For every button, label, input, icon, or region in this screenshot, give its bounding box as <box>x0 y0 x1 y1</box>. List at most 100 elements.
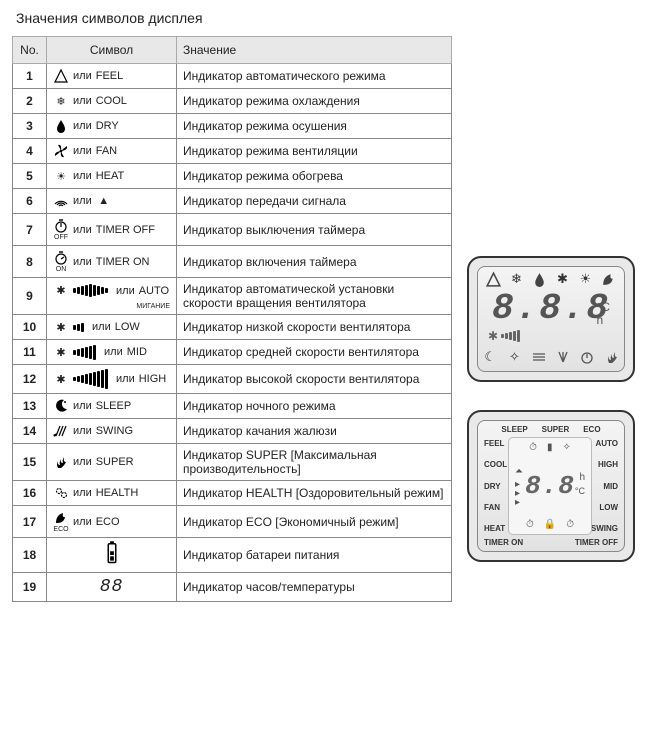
eco-icon <box>53 510 69 526</box>
sym-label: HEAT <box>96 170 125 182</box>
sym-label: TIMER ON <box>96 256 150 268</box>
dry-icon <box>531 271 548 287</box>
sym-label: LOW <box>115 321 140 333</box>
signal-icon: ⏶ <box>515 466 523 477</box>
table-row: 7 OFF или TIMER OFF Индикатор выключения… <box>13 214 452 246</box>
cool-icon: ❄ <box>508 271 525 287</box>
table-row: 4 или FAN Индикатор режима вентиляции <box>13 139 452 164</box>
battery-icon: ▮ <box>547 442 553 453</box>
row-no: 14 <box>13 419 47 444</box>
timer-icon: ⏱ <box>566 519 574 530</box>
digits-icon: 88 <box>100 577 124 597</box>
battery-icon <box>102 542 122 562</box>
or: или <box>104 346 123 358</box>
row-meaning: Индикатор низкой скорости вентилятора <box>177 315 452 340</box>
row-no: 10 <box>13 315 47 340</box>
eco-icon <box>600 271 617 287</box>
sym-label: SLEEP <box>96 400 131 412</box>
eco-sub: ECO <box>53 526 68 533</box>
health-icon: ✧ <box>562 442 570 453</box>
row-no: 19 <box>13 572 47 601</box>
lbl-sleep: SLEEP <box>501 425 527 434</box>
row-meaning: Индикатор выключения таймера <box>177 214 452 246</box>
signal-icon <box>53 193 69 209</box>
or: или <box>73 256 92 268</box>
row-meaning: Индикатор режима осушения <box>177 114 452 139</box>
or: или <box>73 145 92 157</box>
lbl-fan: FAN <box>484 503 507 512</box>
fan-small-icon: ✱ <box>53 344 69 360</box>
row-meaning: Индикатор режима вентиляции <box>177 139 452 164</box>
table-row: 1 или FEEL Индикатор автоматического реж… <box>13 64 452 89</box>
row-meaning: Индикатор высокой скорости вентилятора <box>177 365 452 394</box>
display-digits-small: 8.8 <box>525 471 575 501</box>
symbols-table: No. Символ Значение 1 или FEEL Индикатор… <box>12 36 452 602</box>
lbl-feel: FEEL <box>484 439 507 448</box>
unit-c: °C <box>575 486 585 496</box>
lbl-timeron: TIMER ON <box>484 538 523 547</box>
lbl-timeroff: TIMER OFF <box>575 538 618 547</box>
or: или <box>73 224 92 236</box>
row-meaning: Индикатор включения таймера <box>177 246 452 278</box>
row-meaning: Индикатор ECO [Экономичный режим] <box>177 506 452 538</box>
timer-icon: ⏱ <box>526 519 534 530</box>
sleep-icon <box>53 398 69 414</box>
row-no: 15 <box>13 444 47 481</box>
sym-label: HEALTH <box>96 487 139 499</box>
row-no: 7 <box>13 214 47 246</box>
table-row: 18 Индикатор батареи питания <box>13 538 452 573</box>
row-no: 3 <box>13 114 47 139</box>
fan-bars-icon <box>501 330 520 342</box>
row-no: 9 <box>13 278 47 315</box>
timer-icon <box>579 349 595 365</box>
lbl-high: HIGH <box>591 460 618 469</box>
row-meaning: Индикатор автоматического режима <box>177 64 452 89</box>
table-row: 6 или ▲ Индикатор передачи сигнала <box>13 189 452 214</box>
row-meaning: Индикатор качания жалюзи <box>177 419 452 444</box>
cool-icon: ❄ <box>53 93 69 109</box>
col-symbol: Символ <box>47 37 177 64</box>
or: или <box>73 516 92 528</box>
row-meaning: Индикатор режима обогрева <box>177 164 452 189</box>
sym-label: FEEL <box>96 70 124 82</box>
or: или <box>73 70 92 82</box>
row-no: 17 <box>13 506 47 538</box>
health-icon: ✧ <box>506 349 522 365</box>
sym-label: MID <box>127 346 147 358</box>
heat-icon: ☀ <box>53 168 69 184</box>
swing-icon <box>53 423 69 439</box>
fan-bars-auto-icon <box>73 284 108 297</box>
col-no: No. <box>13 37 47 64</box>
fan-icon <box>53 143 69 159</box>
page-title: Значения символов дисплея <box>16 10 638 26</box>
fan-small-icon: ✱ <box>53 371 69 387</box>
or: или <box>73 95 92 107</box>
row-meaning: Индикатор автоматической установки скоро… <box>177 278 452 315</box>
lock-icon: 🔒 <box>544 519 556 530</box>
fan-bars-low-icon <box>73 323 84 332</box>
sym-label: ECO <box>96 516 120 528</box>
sym-label: SWING <box>96 425 133 437</box>
dry-icon <box>53 118 69 134</box>
swing-v-icon <box>555 349 571 365</box>
lbl-auto: AUTO <box>591 439 618 448</box>
timer-off-icon <box>53 218 69 234</box>
table-row: 2 ❄ или COOL Индикатор режима охлаждения <box>13 89 452 114</box>
fan-small-icon: ✱ <box>488 329 498 343</box>
display-panel-small: SLEEP SUPER ECO FEEL COOL DRY FAN HEAT A… <box>467 410 635 562</box>
row-no: 16 <box>13 481 47 506</box>
row-no: 4 <box>13 139 47 164</box>
or: или <box>73 120 92 132</box>
or: или <box>73 487 92 499</box>
lbl-super: SUPER <box>542 425 570 434</box>
lbl-dry: DRY <box>484 482 507 491</box>
lbl-swing: SWING <box>591 524 618 533</box>
row-no: 8 <box>13 246 47 278</box>
table-row: 8 ON или TIMER ON Индикатор включения та… <box>13 246 452 278</box>
heat-icon: ☀ <box>577 271 594 287</box>
table-row: 15 или SUPER Индикатор SUPER [Максимальн… <box>13 444 452 481</box>
sleep-icon: ☾ <box>482 349 498 365</box>
timer-on-sub: ON <box>56 266 67 273</box>
row-no: 6 <box>13 189 47 214</box>
table-row: 14 или SWING Индикатор качания жалюзи <box>13 419 452 444</box>
